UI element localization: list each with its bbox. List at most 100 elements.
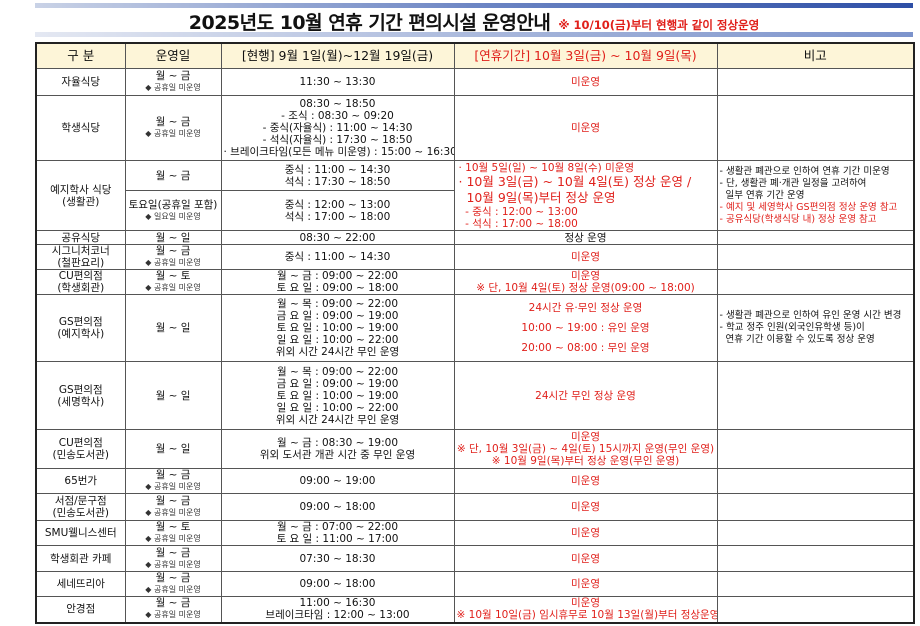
holiday-status-line: 미운영 [571, 431, 600, 443]
days-cell: 토요일(공휴일 포함) ◆ 일요일 미운영 [124, 190, 222, 231]
holiday-status-line: 미운영 [571, 251, 600, 263]
holiday-status-line: 미운영 [571, 76, 600, 88]
facility-name: GS편의점 [58, 316, 103, 328]
facility-name: 65번가 [64, 475, 98, 487]
facility-name: GS편의점 [58, 383, 103, 396]
table-row: CU편의점 (학생회관) 월 ~ 토 ◆ 공휴일 미운영 월 ~ 금 : 09:00 ~… [35, 269, 915, 295]
facility-name: 시그니처코너 [51, 245, 110, 258]
remarks-cell [716, 520, 915, 546]
operation-table: 구 분 운영일 [현행] 9월 1일(월)~12월 19일(금) [연휴기간] … [35, 42, 915, 624]
days-label: 월 ~ 토 [155, 270, 191, 283]
header-remarks: 비고 [716, 42, 915, 69]
days-cell: 월 ~ 금 ◆ 공휴일 미운영 [124, 244, 222, 270]
holiday-status-cell: 24시간 유·무인 정상 운영 10:00 ~ 19:00 : 유인 운영 20:0… [453, 294, 718, 362]
days-note: ◆ 일요일 미운영 [145, 211, 201, 221]
days-note: ◆ 공휴일 미운영 [145, 129, 201, 138]
current-hours-line: 월 ~ 금 : 09:00 ~ 22:00 [277, 270, 398, 283]
current-hours-line: 석식 : 17:00 ~ 18:00 [284, 210, 391, 223]
holiday-status-cell: 미운영 [453, 68, 718, 96]
remarks-cell [716, 269, 915, 295]
remarks-cell [716, 493, 915, 521]
remark-line: - 생활관 폐관으로 인하여 유인 운영 시간 변경 [719, 310, 902, 321]
remarks-cell [716, 95, 915, 161]
current-hours-cell: 중식 : 11:00 ~ 14:30 석식 : 17:30 ~ 18:50 [220, 160, 455, 191]
facility-name: 학생회관 카페 [50, 552, 112, 565]
days-cell: 월 ~ 일 [124, 429, 222, 469]
days-label: 월 ~ 금 [155, 70, 191, 82]
days-label: 월 ~ 토 [155, 521, 191, 534]
facility-name-cell: 학생회관 카페 [35, 545, 126, 572]
page-title: 2025년도 10월 연휴 기간 편의시설 운영안내 ※ 10/10(금)부터 … [35, 8, 913, 34]
current-hours-line: 월 ~ 금 : 08:30 ~ 19:00 [277, 437, 398, 449]
current-hours-cell: 07:30 ~ 18:30 [220, 545, 455, 572]
table-row: 세네뜨리아 월 ~ 금 ◆ 공휴일 미운영 09:00 ~ 18:00 미운영 [35, 571, 915, 597]
current-hours-line: 일 요 일 : 10:00 ~ 22:00 [276, 401, 399, 414]
current-hours-cell: 중식 : 12:00 ~ 13:00 석식 : 17:00 ~ 18:00 [220, 190, 455, 231]
current-hours-line: 위외 도서관 개관 시간 중 무인 운영 [259, 449, 416, 461]
holiday-status-cell: 미운영 [453, 244, 718, 270]
holiday-status-line: 미운영 [571, 122, 600, 134]
remarks-cell [716, 429, 915, 469]
holiday-status-cell: 미운영 [453, 493, 718, 521]
table-row: 자율식당 월 ~ 금 ◆ 공휴일 미운영 11:30 ~ 13:30 미운영 [35, 68, 915, 96]
facility-name: 자율식당 [61, 76, 101, 88]
days-note: ◆ 공휴일 미운영 [145, 508, 201, 517]
table-row: 토요일(공휴일 포함) ◆ 일요일 미운영 중식 : 12:00 ~ 13:00 석식… [36, 190, 914, 231]
current-hours-line: - 조식 : 08:30 ~ 09:20 [281, 110, 394, 122]
current-hours-cell: 09:00 ~ 18:00 [220, 571, 455, 597]
days-label: 월 ~ 일 [155, 322, 191, 334]
remarks-cell: - 생활관 폐관으로 인하여 유인 운영 시간 변경 - 학교 정주 인원(외국인… [716, 294, 915, 362]
table-row: 시그니처코너 (철판요리) 월 ~ 금 ◆ 공휴일 미운영 중식 : 11:00 ~ 1… [35, 244, 915, 270]
current-hours-line: 09:00 ~ 18:00 [299, 578, 376, 590]
title-stripe-bottom [35, 32, 913, 37]
facility-name-cell: 65번가 [35, 468, 126, 494]
holiday-status-cell: 미운영 [453, 571, 718, 597]
remarks-cell [716, 468, 915, 494]
current-hours-line: 금 요 일 : 09:00 ~ 19:00 [276, 377, 399, 390]
remark-line: - 공유식당(학생식당 내) 정상 운영 참고 [719, 213, 877, 225]
table-row: 안경점 월 ~ 금 ◆ 공휴일 미운영 11:00 ~ 16:30 브레이크타임 : 1… [35, 596, 915, 623]
current-hours-line: 중식 : 11:00 ~ 14:30 [284, 163, 391, 176]
days-label: 월 ~ 금 [155, 546, 191, 559]
table-header-row: 구 분 운영일 [현행] 9월 1일(월)~12월 19일(금) [연휴기간] … [35, 42, 915, 69]
days-cell: 월 ~ 금 [124, 160, 222, 191]
days-cell: 월 ~ 토 ◆ 공휴일 미운영 [124, 520, 222, 546]
holiday-status-line: ※ 단, 10월 4일(토) 정상 운영(09:00 ~ 18:00) [476, 282, 695, 294]
remarks-cell [716, 244, 915, 270]
holiday-status-cell: 미운영 ※ 단, 10월 4일(토) 정상 운영(09:00 ~ 18:00) [453, 269, 718, 295]
table-row: SMU웰니스센터 월 ~ 토 ◆ 공휴일 미운영 월 ~ 금 : 07:00 ~ 22… [35, 520, 915, 546]
facility-name-cell: 서점/문구점 (민송도서관) [35, 493, 126, 521]
current-hours-line: 토 요 일 : 11:00 ~ 17:00 [276, 533, 399, 545]
table-row: CU편의점 (민송도서관) 월 ~ 일 월 ~ 금 : 08:30 ~ 19:00 위외… [35, 429, 915, 469]
current-hours-line: 토 요 일 : 10:00 ~ 19:00 [276, 322, 399, 334]
days-label: 월 ~ 금 [155, 495, 191, 507]
holiday-status-line: · 10월 3일(금) ~ 10월 4일(토) 정상 운영 / [458, 173, 692, 189]
current-hours-cell: 월 ~ 금 : 09:00 ~ 22:00 토 요 일 : 09:00 ~ 18:… [220, 269, 455, 295]
holiday-status-line: 미운영 [571, 475, 600, 487]
holiday-status-cell: 미운영 ※ 10월 10일(금) 임시휴무로 10월 13일(월)부터 정상운영 [453, 596, 718, 623]
days-label: 월 ~ 일 [155, 389, 191, 402]
holiday-status-line: 24시간 무인 정상 운영 [535, 389, 636, 402]
days-note: ◆ 공휴일 미운영 [145, 283, 201, 292]
facility-name: 안경점 [66, 603, 96, 616]
table-row: GS편의점 (예지학사) 월 ~ 일 월 ~ 목 : 09:00 ~ 22:00 금 요… [35, 294, 915, 362]
days-label: 월 ~ 금 [155, 469, 191, 482]
current-hours-line: · 브레이크타임(모든 메뉴 미운영) : 15:00 ~ 16:30 [223, 146, 454, 158]
days-note: ◆ 공휴일 미운영 [145, 482, 201, 491]
title-main: 2025년도 10월 연휴 기간 편의시설 운영안내 [188, 12, 551, 34]
holiday-status-line: 10월 9일(목)부터 정상 운영 [458, 189, 616, 205]
days-cell: 월 ~ 금 ◆ 공휴일 미운영 [124, 596, 222, 623]
facility-name-cell: GS편의점 (예지학사) [35, 294, 126, 362]
facility-name-cell: 세네뜨리아 [35, 571, 126, 597]
holiday-status-cell: 미운영 [453, 468, 718, 494]
days-label: 월 ~ 금 [155, 245, 191, 258]
holiday-status-cell: 미운영 [453, 95, 718, 161]
days-label: 월 ~ 일 [155, 231, 191, 244]
remark-line: 일부 연휴 기간 운영 [719, 189, 805, 201]
header-category: 구 분 [35, 42, 126, 69]
current-hours-line: 위외 시간 24시간 무인 운영 [275, 346, 400, 358]
current-hours-line: 토 요 일 : 09:00 ~ 18:00 [276, 282, 399, 294]
days-note: ◆ 공휴일 미운영 [145, 534, 201, 543]
facility-name-cell: 예지학사 식당 (생활관) [35, 160, 126, 231]
facility-name-cell: 자율식당 [35, 68, 126, 96]
